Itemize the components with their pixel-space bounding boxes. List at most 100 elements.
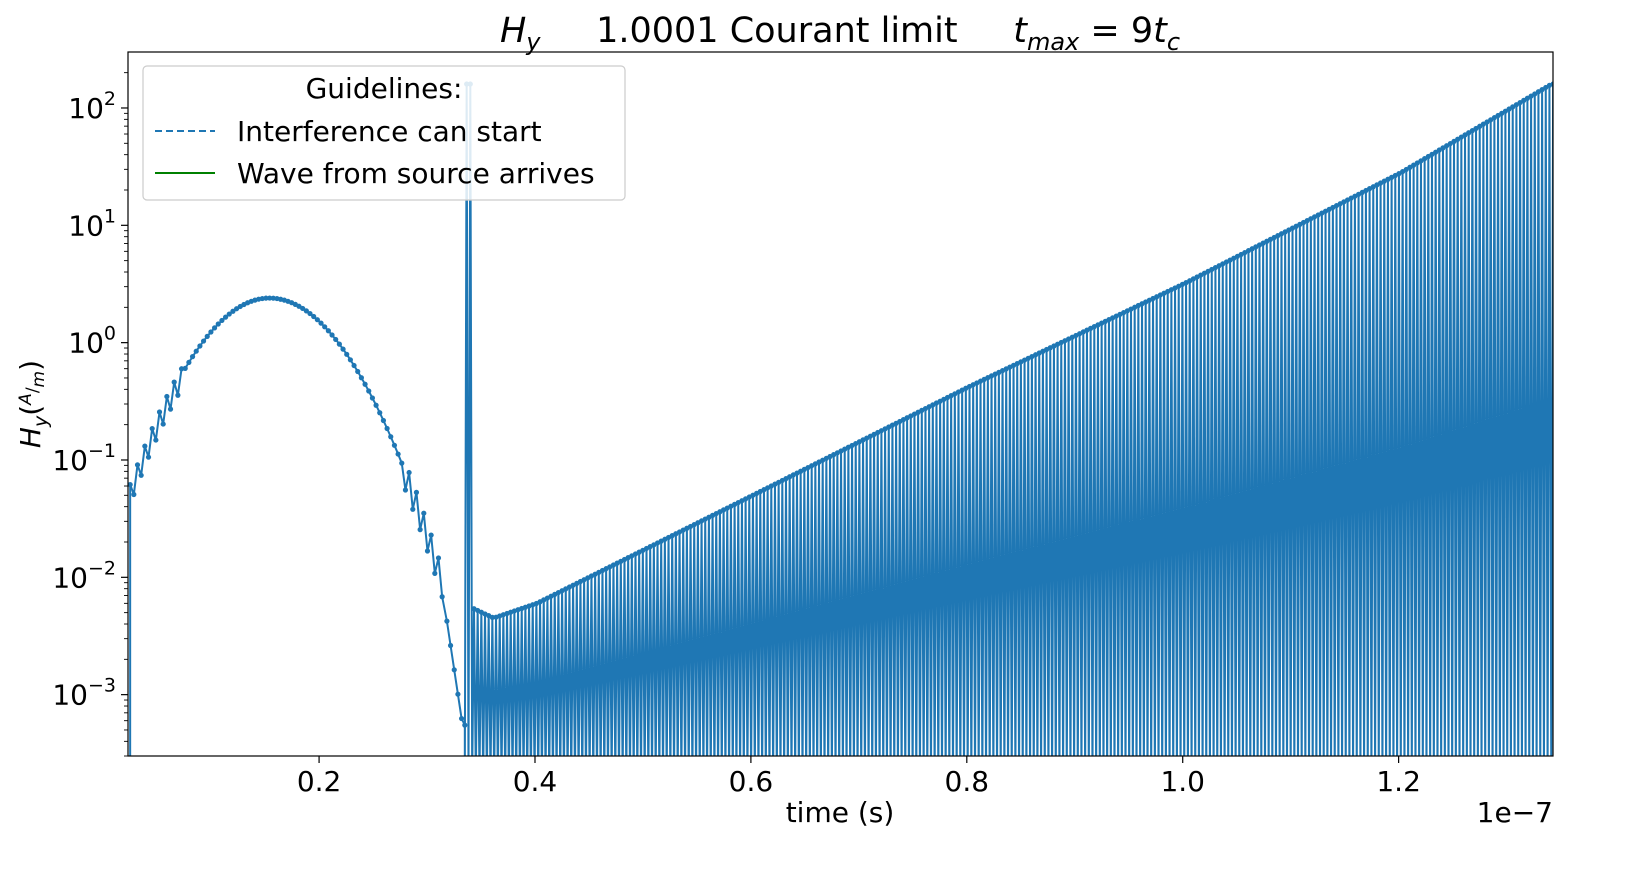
x-tick-label-1: 0.4 bbox=[513, 765, 558, 798]
data-point-3 bbox=[138, 472, 144, 478]
data-point-19 bbox=[197, 343, 203, 349]
data-point-47 bbox=[300, 305, 306, 312]
y-tick-label-1: 10−2 bbox=[52, 557, 116, 594]
data-point-77 bbox=[410, 506, 416, 512]
data-point-6 bbox=[149, 425, 155, 432]
data-point-62 bbox=[355, 368, 361, 375]
y-tick-label-3: 100 bbox=[68, 323, 116, 360]
data-point-99 bbox=[489, 614, 495, 620]
data-point-8 bbox=[156, 409, 163, 415]
data-point-2 bbox=[134, 462, 141, 468]
data-point-84 bbox=[435, 555, 442, 561]
data-point-57 bbox=[336, 341, 342, 347]
data-point-28 bbox=[230, 308, 236, 314]
x-tick-label-0: 0.2 bbox=[297, 765, 342, 798]
legend-box bbox=[142, 65, 626, 201]
x-tick-label-3: 0.8 bbox=[945, 765, 990, 798]
y-ticks: 10−3 10−2 10−1 100 101 102 bbox=[52, 72, 128, 757]
data-point-13 bbox=[175, 392, 181, 398]
x-tick-label-2: 0.6 bbox=[729, 765, 774, 798]
data-point-65 bbox=[366, 388, 372, 394]
data-point-86 bbox=[444, 618, 450, 624]
data-point-83 bbox=[432, 570, 438, 576]
data-point-71 bbox=[388, 434, 394, 440]
legend-entry-interference: Interference can start bbox=[237, 115, 542, 148]
data-point-58 bbox=[340, 346, 346, 352]
data-point-85 bbox=[439, 594, 445, 600]
data-point-82 bbox=[428, 532, 434, 538]
x-ticks: 0.2 0.4 0.6 0.8 1.0 1.2 bbox=[297, 756, 1421, 798]
data-point-7 bbox=[153, 437, 159, 443]
y-tick-label-2: 10−1 bbox=[52, 440, 116, 477]
data-point-22 bbox=[208, 329, 214, 335]
data-point-90 bbox=[458, 715, 465, 722]
data-point-63 bbox=[358, 375, 364, 381]
data-point-52 bbox=[318, 320, 324, 326]
data-point-37 bbox=[263, 295, 269, 301]
legend-title: Guidelines: bbox=[306, 72, 463, 105]
data-point-76 bbox=[406, 469, 412, 476]
data-point-15 bbox=[182, 365, 188, 371]
legend-entry-wave: Wave from source arrives bbox=[237, 157, 595, 190]
data-point-89 bbox=[455, 691, 461, 697]
data-point-50 bbox=[311, 313, 317, 320]
data-point-388 bbox=[1550, 81, 1553, 87]
legend: Guidelines: Interference can start Wave … bbox=[142, 65, 626, 201]
data-point-88 bbox=[451, 667, 457, 673]
data-point-91 bbox=[462, 722, 468, 728]
data-point-66 bbox=[369, 395, 376, 401]
data-point-75 bbox=[402, 487, 409, 493]
x-axis-label: time (s) bbox=[786, 796, 895, 829]
series-line bbox=[129, 84, 1553, 756]
data-point-24 bbox=[215, 321, 221, 327]
data-point-18 bbox=[193, 348, 199, 354]
data-point-59 bbox=[344, 351, 350, 357]
data-point-64 bbox=[362, 381, 368, 387]
data-point-10 bbox=[164, 393, 170, 400]
data-point-70 bbox=[384, 425, 390, 432]
y-axis-label: Hy(A/m) bbox=[14, 360, 52, 448]
x-tick-label-4: 1.0 bbox=[1160, 765, 1205, 798]
data-point-67 bbox=[373, 402, 379, 408]
data-point-79 bbox=[417, 527, 423, 533]
data-point-78 bbox=[413, 489, 420, 495]
data-point-9 bbox=[160, 421, 166, 427]
data-point-5 bbox=[145, 454, 152, 460]
chart-title: Hy 1.0001 Courant limit tmax = 9tc bbox=[500, 11, 1180, 56]
data-point-12 bbox=[171, 379, 177, 385]
data-point-51 bbox=[314, 317, 320, 323]
data-point-72 bbox=[391, 442, 398, 448]
data-point-55 bbox=[329, 332, 335, 338]
data-point-16 bbox=[186, 359, 192, 365]
data-point-27 bbox=[226, 311, 232, 317]
x-offset-label: 1e−7 bbox=[1477, 796, 1553, 829]
data-point-26 bbox=[222, 314, 229, 320]
data-point-53 bbox=[322, 324, 328, 330]
data-point-0 bbox=[128, 481, 133, 488]
data-point-25 bbox=[219, 317, 225, 324]
data-point-61 bbox=[351, 362, 357, 369]
data-point-4 bbox=[142, 443, 148, 449]
series-layer bbox=[128, 81, 1553, 756]
data-point-48 bbox=[303, 308, 309, 314]
data-point-74 bbox=[399, 460, 405, 466]
data-point-54 bbox=[325, 328, 331, 334]
data-point-87 bbox=[447, 642, 454, 649]
x-tick-label-5: 1.2 bbox=[1376, 765, 1421, 798]
y-tick-label-5: 102 bbox=[68, 88, 116, 125]
data-point-68 bbox=[377, 410, 383, 416]
data-point-20 bbox=[200, 338, 207, 344]
data-point-56 bbox=[333, 336, 339, 343]
data-point-11 bbox=[167, 406, 174, 412]
data-point-49 bbox=[307, 310, 313, 317]
data-point-81 bbox=[424, 548, 431, 554]
data-point-80 bbox=[421, 510, 427, 516]
data-point-17 bbox=[189, 354, 196, 360]
data-point-38 bbox=[267, 295, 273, 301]
y-tick-label-4: 101 bbox=[68, 205, 116, 242]
data-point-23 bbox=[211, 325, 218, 331]
data-point-73 bbox=[395, 451, 401, 457]
y-tick-label-0: 10−3 bbox=[52, 675, 116, 712]
data-point-21 bbox=[204, 333, 210, 339]
